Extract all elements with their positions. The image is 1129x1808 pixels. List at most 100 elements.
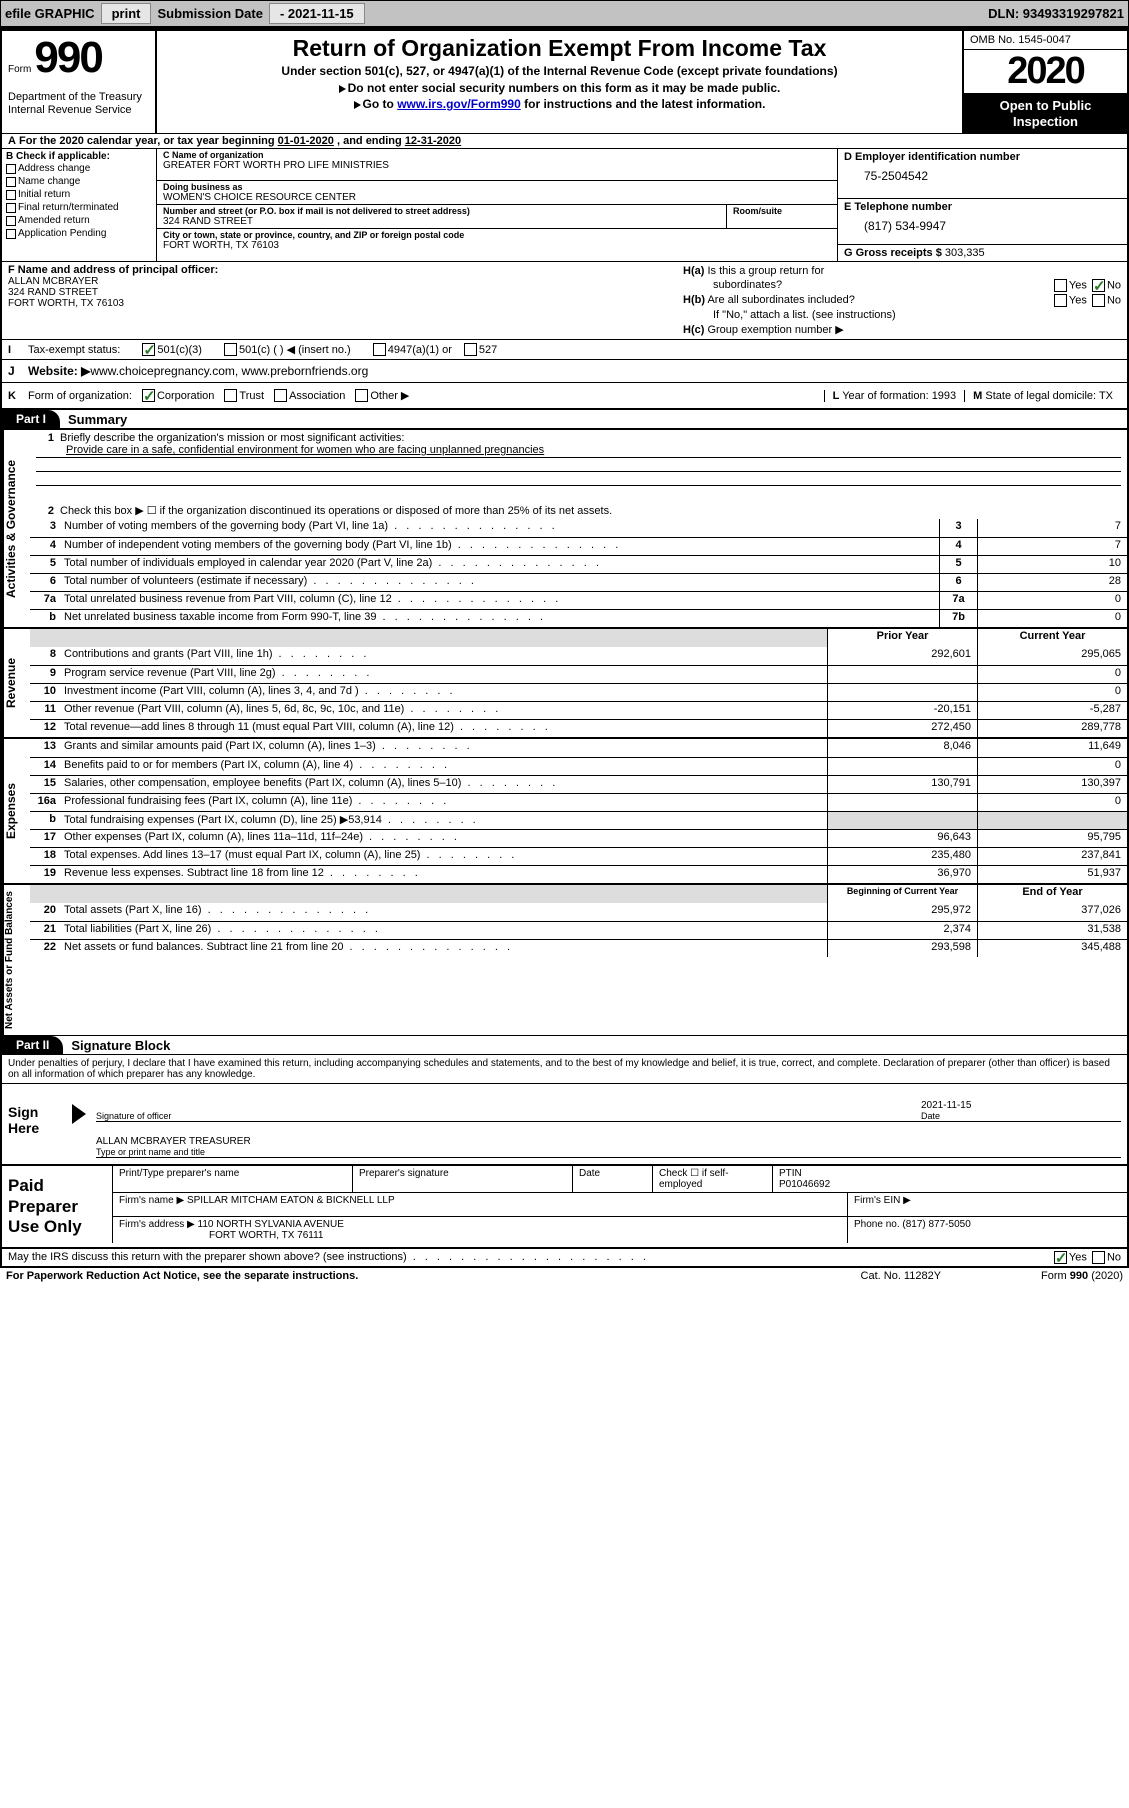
sign-here-section: Sign Here Signature of officer 2021-11-1… <box>2 1084 1127 1164</box>
print-button[interactable]: print <box>101 3 152 24</box>
line-text: Salaries, other compensation, employee b… <box>60 776 827 793</box>
line-ref: 6 <box>939 574 977 591</box>
dept-treasury: Department of the Treasury <box>8 91 149 104</box>
line-num: 20 <box>30 903 60 921</box>
line-num: 7a <box>30 592 60 609</box>
section-revenue: Revenue Prior Year Current Year 8 Contri… <box>2 627 1127 737</box>
checkbox-address-change[interactable] <box>6 164 16 174</box>
line-text: Investment income (Part VIII, column (A)… <box>60 684 827 701</box>
dept-irs: Internal Revenue Service <box>8 104 149 117</box>
checkbox-discuss-yes[interactable] <box>1054 1251 1067 1264</box>
city-row: City or town, state or province, country… <box>157 229 837 252</box>
checkbox-final-return[interactable] <box>6 203 16 213</box>
page-footer: For Paperwork Reduction Act Notice, see … <box>0 1268 1129 1284</box>
line-num: 10 <box>30 684 60 701</box>
line-value: 28 <box>977 574 1127 591</box>
section-fh: F Name and address of principal officer:… <box>2 261 1127 339</box>
current-value: 295,065 <box>977 647 1127 665</box>
hc-text: Group exemption number ▶ <box>707 324 843 336</box>
line-text: Total number of volunteers (estimate if … <box>60 574 939 591</box>
officer-addr1: 324 RAND STREET <box>8 287 671 298</box>
form-container: Form 990 Department of the Treasury Inte… <box>0 27 1129 1268</box>
line-text: Revenue less expenses. Subtract line 18 … <box>60 866 827 883</box>
line-num: 17 <box>30 830 60 847</box>
current-value: 130,397 <box>977 776 1127 793</box>
prior-value: -20,151 <box>827 702 977 719</box>
line-text: Total unrelated business revenue from Pa… <box>60 592 939 609</box>
current-value: 51,937 <box>977 866 1127 883</box>
ein-box: D Employer identification number 75-2504… <box>838 149 1127 199</box>
org-name: GREATER FORT WORTH PRO LIFE MINISTRIES <box>163 160 831 171</box>
checkbox-initial-return[interactable] <box>6 190 16 200</box>
prep-sig-label: Preparer's signature <box>352 1166 572 1192</box>
officer-addr2: FORT WORTH, TX 76103 <box>8 298 671 309</box>
footer-mid: Cat. No. 11282Y <box>861 1270 1042 1282</box>
header-left: Form 990 Department of the Treasury Inte… <box>2 31 157 133</box>
line-text: Net unrelated business taxable income fr… <box>60 610 939 627</box>
omb-number: OMB No. 1545-0047 <box>964 31 1127 50</box>
line-text: Total liabilities (Part X, line 26) <box>60 922 827 939</box>
checkbox-association[interactable] <box>274 389 287 402</box>
instruction-line-2: Go to www.irs.gov/Form990 for instructio… <box>165 96 954 112</box>
line-text: Benefits paid to or for members (Part IX… <box>60 758 827 775</box>
checkbox-ha-no[interactable] <box>1092 279 1105 292</box>
checkbox-hb-no[interactable] <box>1092 294 1105 307</box>
footer-right: Form 990 (2020) <box>1041 1270 1123 1282</box>
line-num: 15 <box>30 776 60 793</box>
prior-value <box>827 684 977 701</box>
prior-value <box>827 794 977 811</box>
dln-value: DLN: 93493319297821 <box>988 6 1124 21</box>
checkbox-app-pending[interactable] <box>6 229 16 239</box>
h-note: If "No," attach a list. (see instruction… <box>683 308 1121 322</box>
checkbox-discuss-no[interactable] <box>1092 1251 1105 1264</box>
section-expenses: Expenses 13 Grants and similar amounts p… <box>2 737 1127 883</box>
line-text: Professional fundraising fees (Part IX, … <box>60 794 827 811</box>
line-num: 8 <box>30 647 60 665</box>
tax-year: 2020 <box>1007 50 1084 92</box>
open-to-public: Open to Public Inspection <box>964 94 1127 133</box>
penalty-statement: Under penalties of perjury, I declare th… <box>2 1055 1127 1084</box>
arrow-icon <box>72 1104 86 1124</box>
checkbox-4947[interactable] <box>373 343 386 356</box>
header-middle: Return of Organization Exempt From Incom… <box>157 31 962 133</box>
ptin-value: P01046692 <box>779 1179 1121 1190</box>
dba-box: Doing business as WOMEN'S CHOICE RESOURC… <box>157 181 837 205</box>
part2-header: Part II Signature Block <box>2 1036 1127 1055</box>
irs-link[interactable]: www.irs.gov/Form990 <box>397 97 521 111</box>
gross-receipts: 303,335 <box>945 247 985 259</box>
checkbox-corporation[interactable] <box>142 389 155 402</box>
officer-name: ALLAN MCBRAYER <box>8 276 671 287</box>
checkbox-trust[interactable] <box>224 389 237 402</box>
year-box: 2020 <box>964 50 1127 94</box>
line-ref: 3 <box>939 519 977 537</box>
q2-text: Check this box ▶ ☐ if the organization d… <box>60 505 612 517</box>
current-value: 237,841 <box>977 848 1127 865</box>
col-right: D Employer identification number 75-2504… <box>837 149 1127 261</box>
header-right: OMB No. 1545-0047 2020 Open to Public In… <box>962 31 1127 133</box>
line-text: Contributions and grants (Part VIII, lin… <box>60 647 827 665</box>
checkbox-name-change[interactable] <box>6 177 16 187</box>
section-h: H(a) Is this a group return for subordin… <box>677 262 1127 339</box>
line-value: 10 <box>977 556 1127 573</box>
checkbox-501c[interactable] <box>224 343 237 356</box>
submission-date-value: - 2021-11-15 <box>269 3 365 24</box>
line-text: Other expenses (Part IX, column (A), lin… <box>60 830 827 847</box>
line-i: I Tax-exempt status: 501(c)(3) 501(c) ( … <box>2 339 1127 359</box>
current-value: 0 <box>977 666 1127 683</box>
website-value: www.choicepregnancy.com, www.prebornfrie… <box>90 364 368 378</box>
efile-label: efile GRAPHIC <box>5 6 95 21</box>
checkbox-501c3[interactable] <box>142 343 155 356</box>
checkbox-hb-yes[interactable] <box>1054 294 1067 307</box>
checkbox-527[interactable] <box>464 343 477 356</box>
checkbox-other[interactable] <box>355 389 368 402</box>
line-a: A For the 2020 calendar year, or tax yea… <box>2 133 1127 148</box>
sig-date-value: 2021-11-15 <box>921 1100 1121 1111</box>
side-label-governance: Activities & Governance <box>2 430 30 627</box>
part1-header: Part I Summary <box>2 410 1127 429</box>
checkbox-ha-yes[interactable] <box>1054 279 1067 292</box>
line-num: 9 <box>30 666 60 683</box>
line-ref: 5 <box>939 556 977 573</box>
checkbox-amended[interactable] <box>6 216 16 226</box>
line-text: Total assets (Part X, line 16) <box>60 903 827 921</box>
prior-value: 295,972 <box>827 903 977 921</box>
